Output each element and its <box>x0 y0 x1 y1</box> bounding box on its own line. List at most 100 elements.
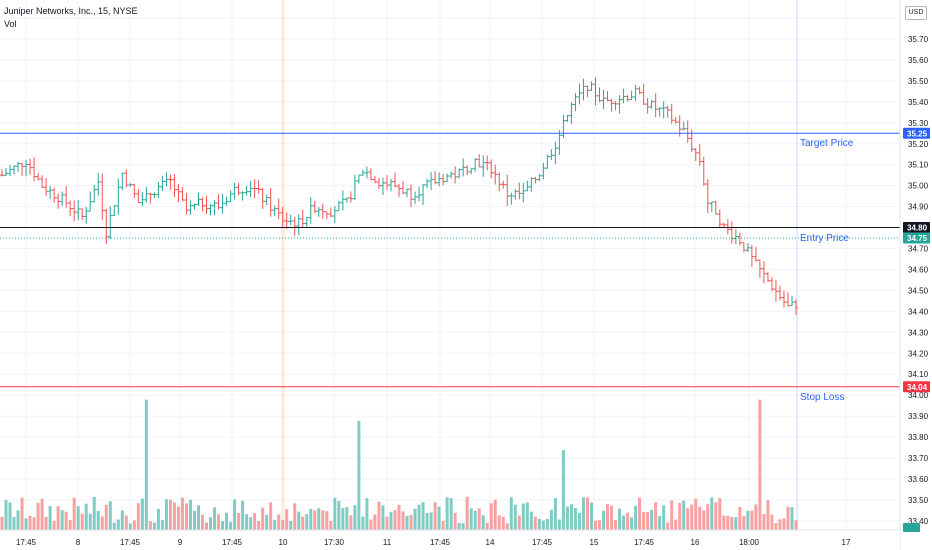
volume-bar <box>4 499 8 530</box>
ohlc-bar <box>625 95 630 102</box>
volume-bar <box>32 517 36 530</box>
time-tick-label: 17:45 <box>430 538 451 547</box>
ohlc-bar <box>501 180 506 189</box>
time-axis <box>0 530 900 550</box>
volume-bar <box>646 511 650 530</box>
ohlc-bar <box>36 173 41 181</box>
volume-bar <box>545 519 549 530</box>
volume-bar <box>361 516 365 530</box>
target-price-annotation[interactable]: Target Price <box>800 138 854 150</box>
volume-bar <box>305 514 309 530</box>
ohlc-bar <box>340 190 345 211</box>
ohlc-bar <box>276 198 281 220</box>
volume-bar <box>277 514 281 530</box>
volume-bar <box>630 517 634 530</box>
ohlc-bar <box>84 207 89 224</box>
volume-bars <box>0 399 798 530</box>
ohlc-bar <box>577 83 582 105</box>
ohlc-bar <box>621 88 626 104</box>
ohlc-bar <box>685 120 690 143</box>
volume-bar <box>213 507 217 530</box>
volume-bar <box>581 497 585 530</box>
volume-bar <box>329 521 333 530</box>
ohlc-bar <box>633 85 638 102</box>
ohlc-bar <box>585 85 590 97</box>
ohlc-bar <box>693 148 698 161</box>
volume-bar <box>249 517 253 530</box>
volume-bar <box>714 502 718 530</box>
ohlc-bar <box>485 155 490 171</box>
ohlc-bar <box>360 169 365 176</box>
stop-loss-annotation[interactable]: Stop Loss <box>800 391 845 403</box>
volume-bar <box>678 502 682 530</box>
ohlc-bar <box>741 242 746 253</box>
currency-button[interactable]: USD <box>905 6 927 20</box>
time-tick-label: 17:45 <box>634 538 655 547</box>
volume-bar <box>221 521 225 530</box>
ohlc-bar <box>152 192 157 198</box>
entry-price-annotation[interactable]: Entry Price <box>800 232 849 244</box>
volume-bar <box>557 519 561 530</box>
ohlc-bar <box>200 197 205 212</box>
volume-bar <box>40 498 44 530</box>
volume-bar <box>136 503 140 530</box>
ohlc-bar <box>605 91 610 102</box>
ohlc-bar <box>481 155 486 177</box>
ohlc-bar <box>465 165 470 175</box>
volume-bar <box>389 511 393 530</box>
ohlc-bar <box>380 177 385 195</box>
volume-bar <box>325 511 329 530</box>
ohlc-bar <box>312 200 317 213</box>
ohlc-bar <box>449 171 454 179</box>
ohlc-bar <box>232 182 237 200</box>
grid-lines <box>0 0 900 530</box>
volume-bar <box>730 516 734 530</box>
ohlc-bar <box>565 114 570 122</box>
ohlc-bar <box>88 191 93 212</box>
ohlc-bar <box>601 89 606 110</box>
ohlc-bar <box>128 183 133 187</box>
volume-bar <box>317 508 321 530</box>
volume-bar <box>738 506 742 530</box>
ohlc-bar <box>316 207 321 217</box>
ohlc-bar <box>513 189 518 200</box>
ohlc-bar <box>52 187 57 203</box>
time-tick-label: 10 <box>279 538 288 547</box>
ohlc-bar <box>509 192 514 205</box>
volume-bar <box>413 508 417 530</box>
ohlc-bar <box>453 166 458 184</box>
price-tag-bg <box>903 127 930 139</box>
price-tick-label: 35.00 <box>908 182 929 191</box>
price-tick-label: 34.50 <box>908 286 929 295</box>
volume-bar <box>357 420 361 530</box>
volume-bar <box>658 516 662 530</box>
volume-bar <box>509 497 513 530</box>
ohlc-bar <box>429 172 434 191</box>
volume-bar <box>269 502 273 530</box>
price-tag: 34.80 <box>903 222 930 234</box>
volume-bar <box>541 520 545 530</box>
price-tick-label: 35.50 <box>908 77 929 86</box>
volume-bar <box>742 516 746 530</box>
ohlc-bar <box>469 168 474 175</box>
volume-bar <box>754 504 758 530</box>
volume-bar <box>0 516 4 530</box>
ohlc-bar <box>80 208 85 220</box>
price-tick-label: 34.60 <box>908 265 929 274</box>
ohlc-bar <box>184 193 189 215</box>
volume-bar <box>614 520 618 530</box>
volume-bar <box>176 506 180 530</box>
ohlc-bar <box>645 98 650 114</box>
volume-bar <box>529 511 533 530</box>
volume-bar <box>273 519 277 530</box>
time-axis-labels: 17:45 8 17:45 9 17:45 10 17:30 11 17:45 14 17:45 15… <box>16 538 851 547</box>
volume-bar <box>297 511 301 530</box>
ohlc-bar <box>637 86 642 95</box>
ohlc-bar <box>224 196 229 206</box>
volume-bar <box>201 514 205 530</box>
volume-bar <box>160 520 164 530</box>
volume-bar <box>786 506 790 530</box>
ohlc-bar <box>328 207 333 218</box>
ohlc-bar <box>561 115 566 138</box>
